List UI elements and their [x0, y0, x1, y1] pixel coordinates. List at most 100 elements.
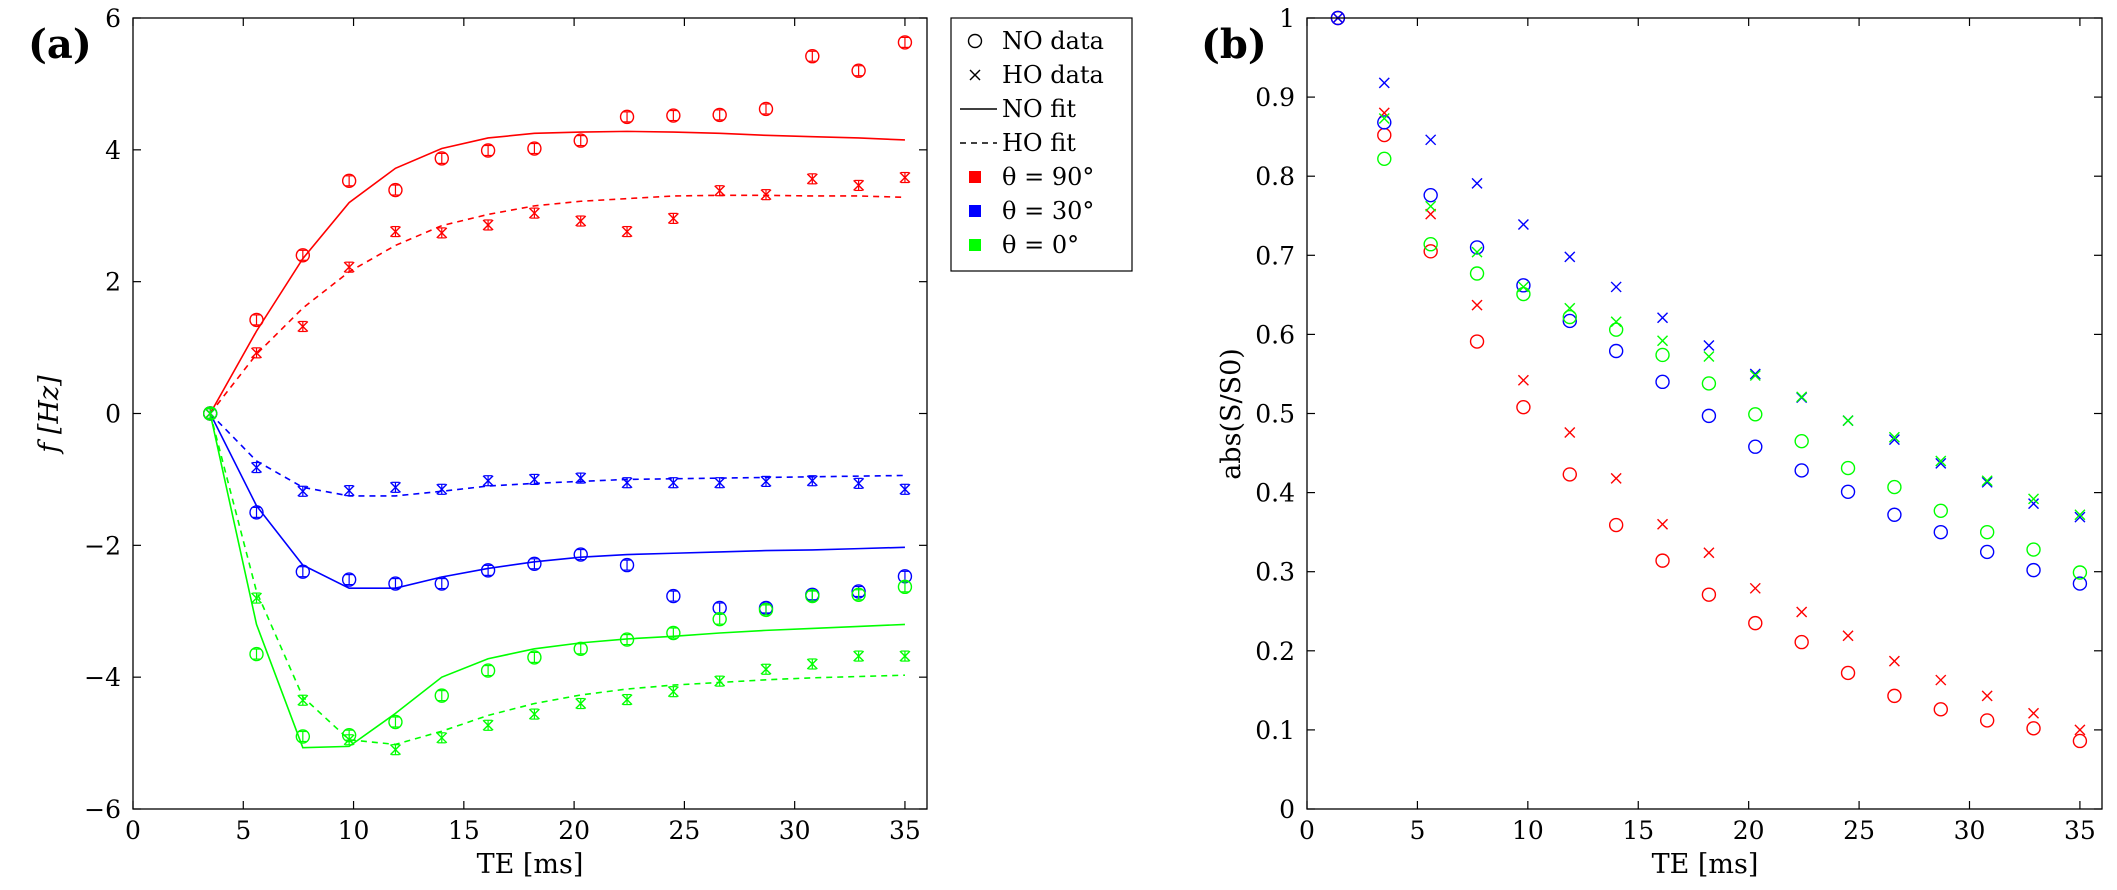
no-data-point	[1933, 503, 1948, 518]
series-no-data-theta-30deg	[1330, 10, 2088, 591]
legend-entry-ho-fit: HO fit	[960, 129, 1076, 157]
no-data-point	[388, 182, 403, 198]
no-data-point	[295, 729, 311, 744]
no-data-point	[388, 714, 403, 730]
no-data-point	[2072, 576, 2088, 591]
error-bar	[761, 103, 770, 115]
ho-data-point	[436, 227, 448, 239]
no-data-point	[851, 63, 866, 78]
error-bar	[900, 36, 909, 48]
ho-data-point	[575, 698, 587, 710]
ho-data-point	[343, 734, 355, 746]
no-data-point	[758, 101, 774, 117]
panel-a: (a) 0 5 10 15 20 25 30 35 −6 −4 −2 0 2 4 6 TE [ms] f […	[28, 4, 1133, 880]
ho-data-point	[899, 483, 911, 495]
ho-data-point	[1749, 582, 1761, 594]
legend-entry-theta-90deg: θ = 90°	[969, 163, 1094, 191]
x-tick-label: 35	[889, 816, 921, 845]
ho-data-point	[1888, 431, 1900, 443]
error-bar	[669, 627, 678, 639]
panel-a-ticks: 0 5 10 15 20 25 30 35 −6 −4 −2 0 2 4 6	[84, 4, 927, 845]
series-ho-data-theta-30deg	[1332, 12, 2086, 523]
ho-data-point	[1471, 177, 1483, 189]
ho-data-point	[714, 675, 726, 687]
no-data-point	[897, 579, 913, 595]
no-data-point	[1562, 467, 1577, 482]
no-data-point	[1655, 553, 1670, 568]
legend-entry-theta-0deg: θ = 0°	[969, 231, 1079, 259]
no-data-point	[1748, 439, 1763, 454]
y-tick-label: 1	[1279, 4, 1295, 33]
ho-data-point	[1564, 426, 1576, 438]
error-bar	[530, 651, 539, 663]
no-data-point	[619, 109, 635, 125]
no-data-point	[1794, 463, 1809, 478]
no-data-point	[1701, 587, 1717, 602]
ho-data-point	[528, 473, 540, 485]
error-bar	[345, 175, 354, 187]
no-data-point	[1608, 322, 1624, 337]
y-tick-label: 0.9	[1255, 83, 1295, 112]
x-tick-label: 20	[1733, 816, 1765, 845]
error-bar	[576, 548, 585, 561]
panel-b-ticks: 0 5 10 15 20 25 30 35 0 0.1 0.2 0.3 0.4 0.5 0.6 0.7 0.8 0…	[1255, 4, 2102, 845]
no-data-point	[2026, 721, 2041, 736]
no-data-point	[295, 564, 311, 579]
no-data-point	[1423, 237, 1438, 252]
no-data-point	[619, 557, 635, 573]
ho-data-point	[760, 189, 772, 201]
ho-data-point	[251, 347, 263, 359]
series-ho-data-theta-0deg	[204, 407, 911, 756]
ho-data-point	[575, 215, 587, 227]
no-data-point	[1748, 407, 1763, 422]
error-bar	[298, 566, 307, 578]
ho-data-point	[1981, 476, 1993, 488]
ho-data-point	[1935, 455, 1947, 467]
no-data-point	[295, 248, 311, 263]
ho-data-point	[853, 650, 865, 662]
fit-line-ho-fit-theta-30deg	[209, 412, 905, 497]
y-tick-label: 0.5	[1255, 400, 1295, 429]
error-bar	[391, 716, 400, 728]
ho-data-point	[482, 219, 494, 231]
ho-data-point	[436, 732, 448, 744]
ho-data-point	[1703, 339, 1715, 351]
ho-data-point	[251, 592, 263, 604]
ho-data-point	[1935, 674, 1947, 686]
ho-data-point	[389, 226, 401, 238]
ho-data-point	[343, 261, 355, 273]
no-data-point	[573, 547, 588, 562]
y-tick-label: 0.8	[1255, 162, 1295, 191]
ho-data-point	[343, 485, 355, 497]
y-tick-label: 6	[105, 4, 121, 33]
ho-data-point	[1842, 630, 1854, 642]
y-tick-label: 0.4	[1255, 479, 1295, 508]
no-data-point	[1516, 278, 1531, 293]
error-bar	[623, 559, 632, 571]
fit-line-ho-fit-theta-90deg	[209, 194, 905, 414]
series-ho-data-theta-90deg	[204, 171, 911, 420]
ho-data-point	[1796, 606, 1808, 618]
y-tick-label: 0.6	[1255, 320, 1295, 349]
no-data-point	[1887, 507, 1902, 522]
x-tick-label: 20	[558, 816, 590, 845]
ho-data-point	[621, 694, 633, 706]
x-tick-label: 15	[448, 816, 480, 845]
y-tick-label: −2	[84, 531, 121, 560]
no-data-point	[1887, 479, 1902, 495]
ho-data-point	[482, 719, 494, 731]
error-bar	[391, 184, 400, 196]
error-bar	[484, 144, 493, 157]
ho-data-point	[853, 477, 865, 489]
error-bar	[669, 590, 678, 602]
legend-circle-icon	[967, 33, 983, 49]
error-bar	[437, 577, 446, 590]
error-bar	[808, 590, 817, 602]
panel-a-label: (a)	[28, 21, 92, 68]
fit-line-no-fit-theta-0deg	[209, 413, 905, 749]
no-data-point	[434, 576, 449, 591]
ho-data-point	[667, 477, 679, 489]
no-data-point	[1840, 665, 1856, 681]
ho-data-point	[389, 481, 401, 493]
